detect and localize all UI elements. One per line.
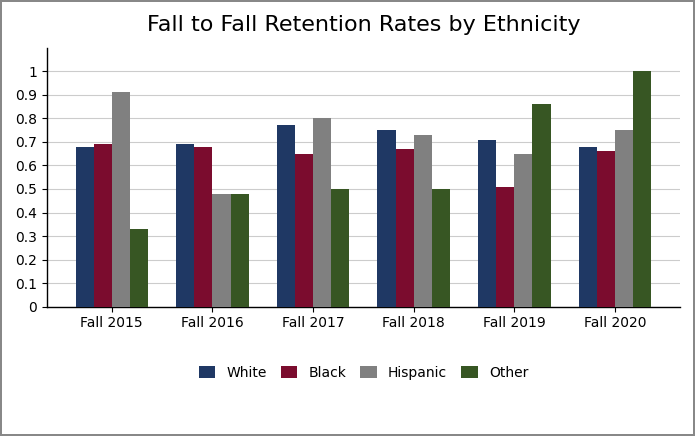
Bar xyxy=(231,194,249,307)
Bar xyxy=(496,187,514,307)
Bar xyxy=(633,71,651,307)
Bar xyxy=(615,130,633,307)
Bar xyxy=(514,153,532,307)
Bar xyxy=(112,92,130,307)
Bar xyxy=(94,144,112,307)
Bar xyxy=(432,189,450,307)
Bar xyxy=(76,146,94,307)
Title: Fall to Fall Retention Rates by Ethnicity: Fall to Fall Retention Rates by Ethnicit… xyxy=(147,15,580,35)
Bar xyxy=(478,140,496,307)
Bar xyxy=(130,229,148,307)
Bar xyxy=(377,130,395,307)
Bar xyxy=(213,194,231,307)
Bar xyxy=(295,153,313,307)
Bar xyxy=(597,151,615,307)
Bar xyxy=(313,118,331,307)
Bar xyxy=(176,144,195,307)
Bar xyxy=(395,149,414,307)
Bar xyxy=(331,189,350,307)
Bar xyxy=(195,146,213,307)
Legend: White, Black, Hispanic, Other: White, Black, Hispanic, Other xyxy=(193,360,534,385)
Bar xyxy=(414,135,432,307)
Bar xyxy=(532,104,550,307)
Bar xyxy=(277,126,295,307)
Bar xyxy=(579,146,597,307)
